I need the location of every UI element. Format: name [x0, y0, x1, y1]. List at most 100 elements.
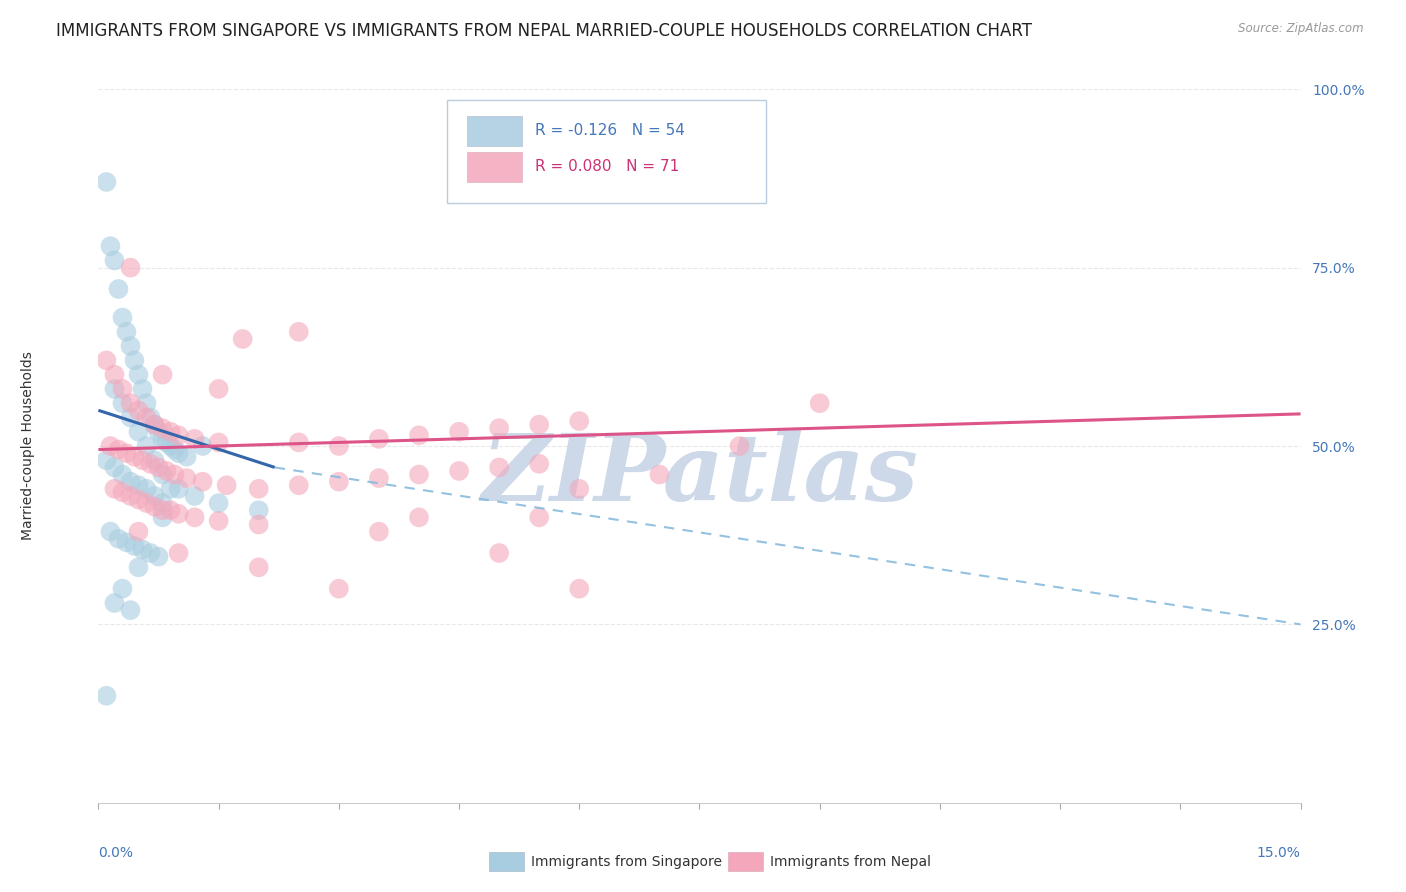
- Point: [128, 368, 150, 382]
- Point: [128, 425, 150, 439]
- Point: [135, 496, 157, 510]
- Point: [648, 467, 671, 482]
- Point: [96, 353, 118, 368]
- Point: [100, 439, 122, 453]
- Point: [568, 582, 591, 596]
- Point: [152, 467, 174, 482]
- Point: [111, 382, 134, 396]
- Point: [111, 467, 134, 482]
- Point: [368, 471, 391, 485]
- Point: [135, 439, 157, 453]
- Point: [120, 475, 142, 489]
- Point: [100, 239, 122, 253]
- Point: [139, 546, 162, 560]
- Point: [128, 524, 150, 539]
- Point: [159, 482, 181, 496]
- Point: [103, 253, 125, 268]
- Point: [143, 453, 166, 467]
- Point: [176, 450, 198, 464]
- Point: [408, 467, 430, 482]
- Point: [568, 414, 591, 428]
- Point: [103, 382, 125, 396]
- Text: Married-couple Households: Married-couple Households: [21, 351, 35, 541]
- Point: [120, 339, 142, 353]
- Point: [103, 368, 125, 382]
- Point: [488, 546, 510, 560]
- Text: Immigrants from Singapore: Immigrants from Singapore: [531, 855, 721, 869]
- Point: [529, 457, 551, 471]
- Point: [152, 503, 174, 517]
- Point: [111, 396, 134, 410]
- Point: [115, 325, 138, 339]
- Text: 15.0%: 15.0%: [1257, 846, 1301, 860]
- Point: [368, 524, 391, 539]
- Point: [124, 539, 146, 553]
- Point: [328, 475, 350, 489]
- Point: [143, 417, 166, 432]
- Point: [152, 496, 174, 510]
- Point: [131, 542, 153, 557]
- Point: [167, 507, 190, 521]
- Point: [120, 603, 142, 617]
- Point: [247, 517, 270, 532]
- Point: [176, 471, 198, 485]
- Point: [529, 417, 551, 432]
- Point: [152, 510, 174, 524]
- Point: [447, 425, 470, 439]
- Point: [120, 489, 142, 503]
- Point: [143, 500, 166, 514]
- Point: [111, 485, 134, 500]
- Point: [287, 435, 309, 450]
- Point: [208, 514, 231, 528]
- Point: [103, 482, 125, 496]
- Point: [163, 467, 186, 482]
- Point: [167, 446, 190, 460]
- Point: [488, 421, 510, 435]
- Point: [128, 478, 150, 492]
- Point: [183, 510, 205, 524]
- Point: [808, 396, 831, 410]
- Point: [103, 460, 125, 475]
- Point: [148, 460, 170, 475]
- Point: [135, 482, 157, 496]
- Point: [529, 510, 551, 524]
- Point: [167, 546, 190, 560]
- Point: [183, 432, 205, 446]
- Point: [728, 439, 751, 453]
- Point: [568, 482, 591, 496]
- Point: [96, 175, 118, 189]
- Point: [208, 496, 231, 510]
- Point: [155, 464, 177, 478]
- Point: [247, 503, 270, 517]
- Text: 0.0%: 0.0%: [98, 846, 134, 860]
- Point: [143, 417, 166, 432]
- Point: [247, 560, 270, 574]
- FancyBboxPatch shape: [447, 100, 766, 203]
- Point: [163, 442, 186, 457]
- Text: ZIPatlas: ZIPatlas: [481, 430, 918, 519]
- Point: [287, 478, 309, 492]
- Point: [208, 435, 231, 450]
- Point: [120, 396, 142, 410]
- Point: [120, 260, 142, 275]
- Point: [159, 425, 181, 439]
- FancyBboxPatch shape: [467, 152, 522, 182]
- Point: [128, 560, 150, 574]
- Point: [152, 432, 174, 446]
- Point: [152, 368, 174, 382]
- Point: [191, 439, 214, 453]
- Point: [111, 310, 134, 325]
- Point: [328, 439, 350, 453]
- Text: IMMIGRANTS FROM SINGAPORE VS IMMIGRANTS FROM NEPAL MARRIED-COUPLE HOUSEHOLDS COR: IMMIGRANTS FROM SINGAPORE VS IMMIGRANTS …: [56, 22, 1032, 40]
- Point: [107, 282, 129, 296]
- Point: [96, 453, 118, 467]
- Point: [115, 535, 138, 549]
- Point: [103, 596, 125, 610]
- Point: [191, 475, 214, 489]
- Point: [139, 410, 162, 425]
- Point: [328, 582, 350, 596]
- Text: Source: ZipAtlas.com: Source: ZipAtlas.com: [1239, 22, 1364, 36]
- Point: [159, 503, 181, 517]
- Point: [135, 410, 157, 425]
- Point: [131, 453, 153, 467]
